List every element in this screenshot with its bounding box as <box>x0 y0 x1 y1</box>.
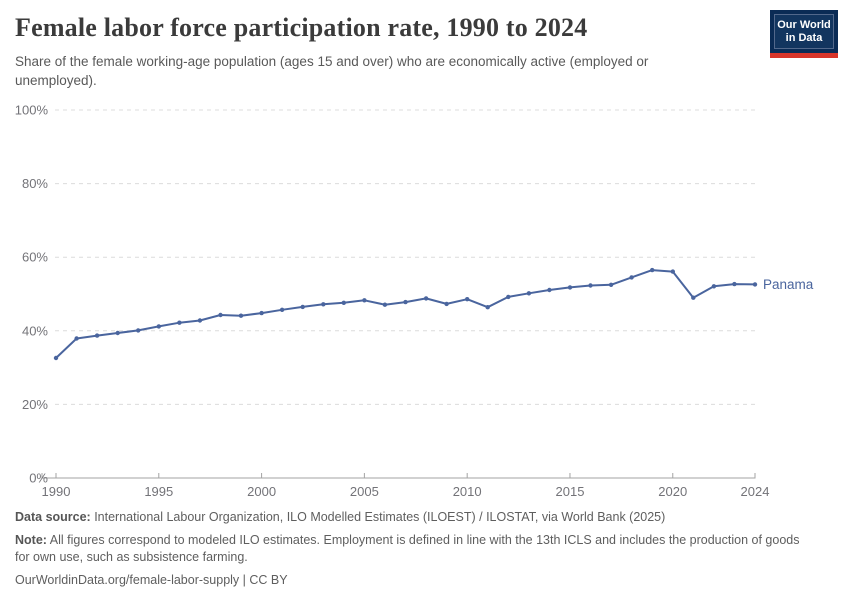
series-line-panama <box>55 269 756 359</box>
line-chart[interactable]: 0% 20% 40% 60% 80% 100% 1990 1995 2000 2005 2010 20… <box>0 95 850 505</box>
y-tick-label-40: 40% <box>22 323 48 338</box>
x-tick-label-2024: 2024 <box>741 484 770 499</box>
data-point <box>218 312 223 318</box>
data-point <box>588 283 593 288</box>
data-point <box>341 300 346 305</box>
data-point <box>156 324 161 329</box>
x-tick-label-2000: 2000 <box>247 484 276 499</box>
chart-footer: Data source: International Labour Organi… <box>15 509 817 589</box>
series-end-label-panama[interactable]: Panama <box>763 277 814 292</box>
data-point <box>732 281 737 287</box>
data-point <box>465 297 470 302</box>
data-point <box>423 296 429 301</box>
data-point <box>650 267 655 273</box>
owid-logo-line1: Our World <box>777 18 831 31</box>
owid-logo-red-bar <box>770 53 838 58</box>
data-point <box>691 295 696 300</box>
footer-url[interactable]: OurWorldinData.org/female-labor-supply |… <box>15 573 288 587</box>
chart-subtitle: Share of the female working-age populati… <box>15 54 649 88</box>
data-point <box>444 301 449 307</box>
data-point <box>567 285 573 290</box>
note-label: Note: <box>15 533 47 547</box>
x-tick-label-2010: 2010 <box>453 484 482 499</box>
data-source-text: International Labour Organization, ILO M… <box>90 510 666 524</box>
owid-logo[interactable]: Our World in Data <box>770 10 838 58</box>
x-tick-label-2005: 2005 <box>350 484 379 499</box>
owid-logo-text: Our World in Data <box>774 14 834 49</box>
data-point <box>403 299 408 305</box>
note-line: Note: All figures correspond to modeled … <box>15 532 817 566</box>
data-point <box>711 284 717 289</box>
data-point <box>259 310 264 316</box>
x-tick-label-2020: 2020 <box>658 484 687 499</box>
data-point <box>177 320 182 325</box>
data-source-label: Data source: <box>15 510 91 524</box>
y-tick-label-20: 20% <box>22 397 48 412</box>
data-point <box>197 318 203 323</box>
y-tick-label-80: 80% <box>22 176 48 191</box>
x-tick-label-1990: 1990 <box>42 484 71 499</box>
data-point <box>382 302 388 307</box>
note-text: All figures correspond to modeled ILO es… <box>15 533 800 564</box>
y-tick-label-100: 100% <box>15 103 49 118</box>
data-point <box>94 333 100 338</box>
data-point <box>300 304 305 310</box>
data-point <box>279 307 285 312</box>
data-point <box>362 298 367 303</box>
data-point <box>238 313 244 318</box>
data-point <box>136 328 141 333</box>
data-point <box>547 287 552 293</box>
y-tick-label-60: 60% <box>22 250 48 265</box>
y-tick-label-0: 0% <box>29 471 48 486</box>
data-point <box>752 282 758 287</box>
data-point <box>74 336 79 341</box>
x-axis-line <box>41 473 756 479</box>
data-point <box>321 302 326 307</box>
data-point <box>115 330 120 336</box>
data-point <box>670 269 675 274</box>
data-source-line: Data source: International Labour Organi… <box>15 509 817 526</box>
x-tick-label-2015: 2015 <box>556 484 585 499</box>
data-point <box>608 282 614 287</box>
data-point <box>506 294 511 300</box>
data-point <box>526 291 532 296</box>
x-tick-label-1995: 1995 <box>144 484 173 499</box>
owid-logo-line2: in Data <box>785 31 823 44</box>
page-title: Female labor force participation rate, 1… <box>15 13 588 42</box>
data-point <box>53 355 59 361</box>
data-point <box>629 275 634 280</box>
data-point <box>485 305 490 310</box>
